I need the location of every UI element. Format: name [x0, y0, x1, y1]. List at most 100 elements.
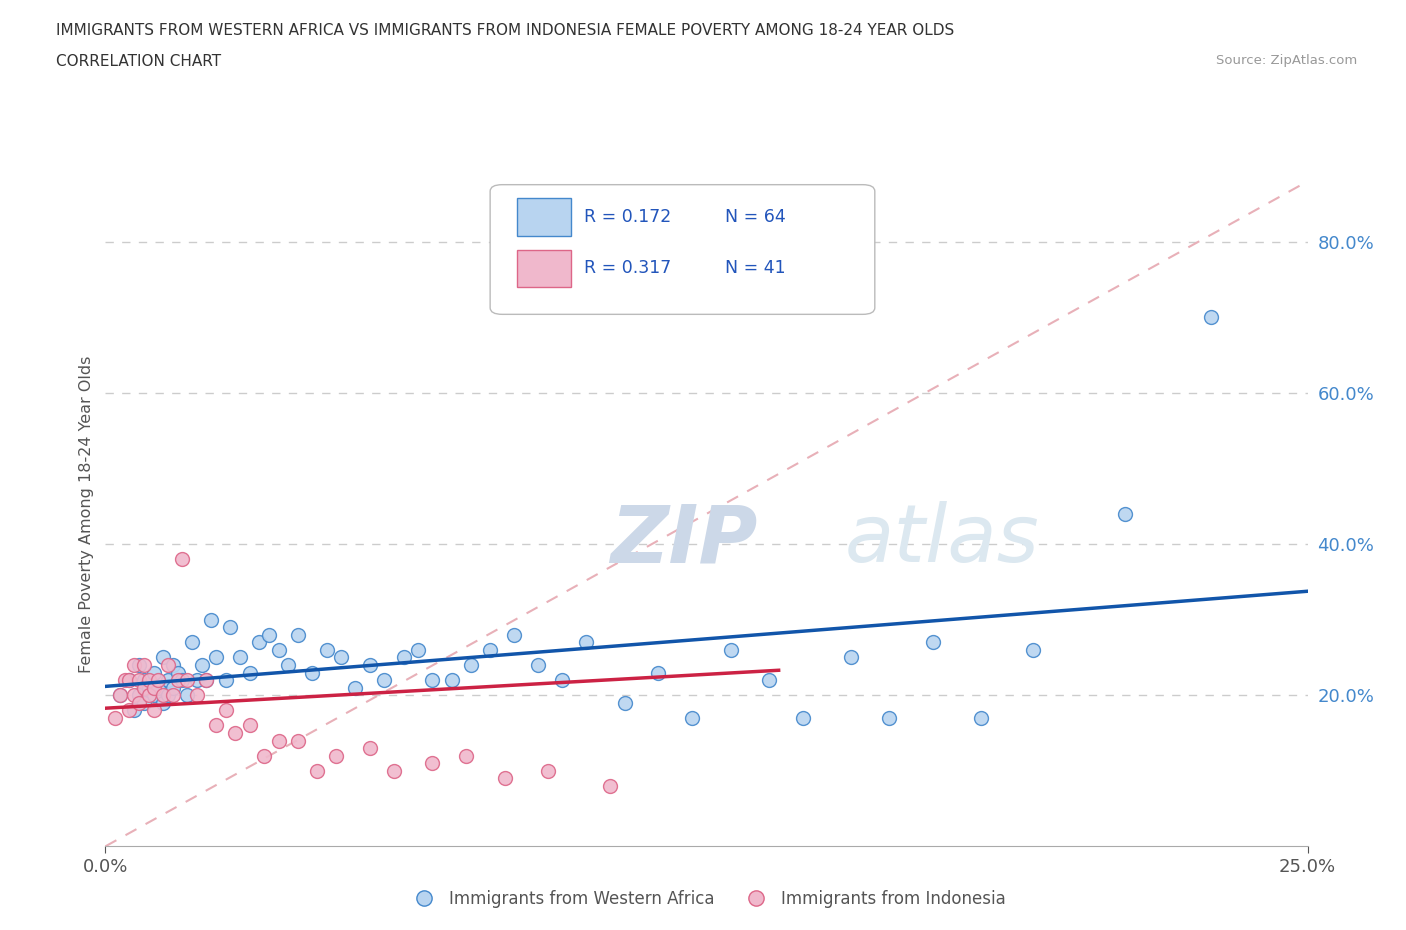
- Point: [108, 688, 131, 703]
- Point: [392, 650, 415, 665]
- Point: [214, 672, 236, 687]
- Text: IMMIGRANTS FROM WESTERN AFRICA VS IMMIGRANTS FROM INDONESIA FEMALE POVERTY AMONG: IMMIGRANTS FROM WESTERN AFRICA VS IMMIGR…: [56, 23, 955, 38]
- Point: [537, 764, 560, 778]
- Point: [305, 764, 328, 778]
- Point: [224, 725, 246, 740]
- Point: [422, 756, 444, 771]
- Point: [575, 635, 598, 650]
- Point: [172, 672, 194, 687]
- Point: [219, 619, 242, 634]
- Point: [382, 764, 405, 778]
- Point: [287, 733, 309, 748]
- Point: [422, 672, 444, 687]
- Point: [359, 740, 381, 755]
- Point: [176, 672, 198, 687]
- Point: [1114, 507, 1136, 522]
- Point: [551, 672, 574, 687]
- Point: [128, 688, 150, 703]
- Text: CORRELATION CHART: CORRELATION CHART: [56, 54, 221, 69]
- Text: N = 64: N = 64: [724, 208, 786, 226]
- Point: [186, 672, 208, 687]
- Point: [132, 658, 155, 672]
- Point: [138, 672, 160, 687]
- Text: N = 41: N = 41: [724, 259, 785, 277]
- Point: [172, 551, 194, 566]
- Point: [239, 665, 262, 680]
- Point: [647, 665, 669, 680]
- Point: [527, 658, 550, 672]
- Point: [373, 672, 395, 687]
- FancyBboxPatch shape: [491, 185, 875, 314]
- Point: [969, 711, 991, 725]
- Point: [166, 665, 188, 680]
- Point: [124, 658, 146, 672]
- Point: [132, 672, 155, 687]
- Point: [239, 718, 262, 733]
- Point: [440, 672, 463, 687]
- Point: [148, 680, 170, 695]
- Point: [195, 672, 218, 687]
- Point: [142, 680, 165, 695]
- Point: [839, 650, 862, 665]
- Point: [128, 672, 150, 687]
- Point: [460, 658, 482, 672]
- Point: [114, 672, 136, 687]
- Point: [599, 778, 621, 793]
- Text: atlas: atlas: [845, 501, 1039, 579]
- Point: [877, 711, 900, 725]
- Point: [359, 658, 381, 672]
- Point: [792, 711, 814, 725]
- Text: R = 0.172: R = 0.172: [583, 208, 671, 226]
- FancyBboxPatch shape: [516, 249, 571, 286]
- Point: [494, 771, 516, 786]
- Point: [613, 696, 636, 711]
- Point: [132, 680, 155, 695]
- Point: [118, 672, 141, 687]
- Point: [195, 672, 218, 687]
- Point: [720, 643, 742, 658]
- Point: [1201, 310, 1223, 325]
- Point: [277, 658, 299, 672]
- Point: [128, 696, 150, 711]
- Point: [758, 672, 780, 687]
- Point: [181, 635, 204, 650]
- Point: [253, 748, 276, 763]
- Point: [479, 643, 502, 658]
- Point: [454, 748, 477, 763]
- Point: [118, 672, 141, 687]
- Point: [162, 688, 184, 703]
- Point: [108, 688, 131, 703]
- Text: Source: ZipAtlas.com: Source: ZipAtlas.com: [1216, 54, 1357, 67]
- Point: [325, 748, 347, 763]
- Point: [247, 635, 270, 650]
- Point: [205, 650, 228, 665]
- Point: [138, 680, 160, 695]
- Point: [118, 703, 141, 718]
- Y-axis label: Female Poverty Among 18-24 Year Olds: Female Poverty Among 18-24 Year Olds: [79, 355, 94, 672]
- Point: [148, 672, 170, 687]
- Point: [186, 688, 208, 703]
- Point: [200, 612, 222, 627]
- Text: ZIP: ZIP: [610, 501, 758, 579]
- Point: [124, 703, 146, 718]
- Point: [503, 628, 526, 643]
- Point: [315, 643, 337, 658]
- Point: [330, 650, 353, 665]
- Point: [162, 680, 184, 695]
- Point: [681, 711, 703, 725]
- Point: [267, 643, 290, 658]
- Point: [406, 643, 429, 658]
- Point: [267, 733, 290, 748]
- Point: [758, 287, 780, 302]
- Point: [921, 635, 943, 650]
- Point: [152, 650, 174, 665]
- Point: [1022, 643, 1045, 658]
- Point: [162, 658, 184, 672]
- Point: [229, 650, 252, 665]
- Point: [257, 628, 280, 643]
- Point: [205, 718, 228, 733]
- Point: [142, 665, 165, 680]
- Point: [152, 688, 174, 703]
- Point: [156, 688, 179, 703]
- Point: [132, 696, 155, 711]
